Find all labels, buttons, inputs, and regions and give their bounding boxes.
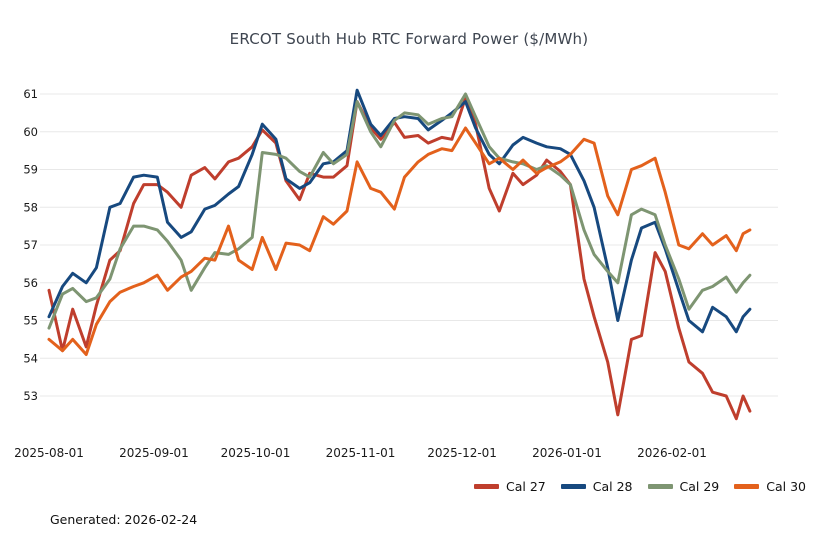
legend-item-cal-30: Cal 30 xyxy=(734,479,806,494)
x-tick-label-2026-02-01: 2026-02-01 xyxy=(637,446,707,460)
generated-timestamp: Generated: 2026-02-24 xyxy=(50,512,198,527)
legend-item-cal-27: Cal 27 xyxy=(474,479,546,494)
y-tick-label-59: 59 xyxy=(23,163,38,177)
y-tick-label-61: 61 xyxy=(23,87,38,101)
legend-swatch-icon xyxy=(734,483,760,489)
legend-label: Cal 28 xyxy=(592,478,633,494)
x-tick-label-2026-01-01: 2026-01-01 xyxy=(532,446,602,460)
series-line-cal-27 xyxy=(47,96,752,421)
y-tick-label-58: 58 xyxy=(23,200,38,214)
y-tick-label-55: 55 xyxy=(23,314,38,328)
x-tick-label-2025-11-01: 2025-11-01 xyxy=(326,446,396,460)
x-tick-label-2025-09-01: 2025-09-01 xyxy=(119,446,189,460)
legend-item-cal-29: Cal 29 xyxy=(647,478,720,494)
series-line-cal-29 xyxy=(47,92,752,330)
x-tick-label-2025-08-01: 2025-08-01 xyxy=(14,446,84,460)
x-tick-label-2025-12-01: 2025-12-01 xyxy=(427,446,497,460)
y-tick-label-53: 53 xyxy=(23,389,38,403)
legend-item-cal-28: Cal 28 xyxy=(560,478,633,494)
y-tick-label-54: 54 xyxy=(23,351,38,365)
legend-label: Cal 27 xyxy=(506,478,546,494)
legend-swatch-icon xyxy=(474,483,499,489)
series-line-cal-30 xyxy=(47,126,752,356)
legend-label: Cal 30 xyxy=(766,478,806,494)
y-tick-label-56: 56 xyxy=(23,276,38,290)
legend-swatch-icon xyxy=(647,483,673,489)
x-tick-label-2025-10-01: 2025-10-01 xyxy=(221,446,291,460)
chart-title: ERCOT South Hub RTC Forward Power ($/MWh… xyxy=(229,30,589,48)
legend: Cal 27 Cal 28 Cal 29 Cal 30 xyxy=(474,477,806,495)
legend-label: Cal 29 xyxy=(679,478,720,494)
legend-swatch-icon xyxy=(560,483,586,489)
series-line-cal-28 xyxy=(47,88,752,334)
y-tick-label-60: 60 xyxy=(23,125,38,139)
y-tick-label-57: 57 xyxy=(23,238,38,252)
